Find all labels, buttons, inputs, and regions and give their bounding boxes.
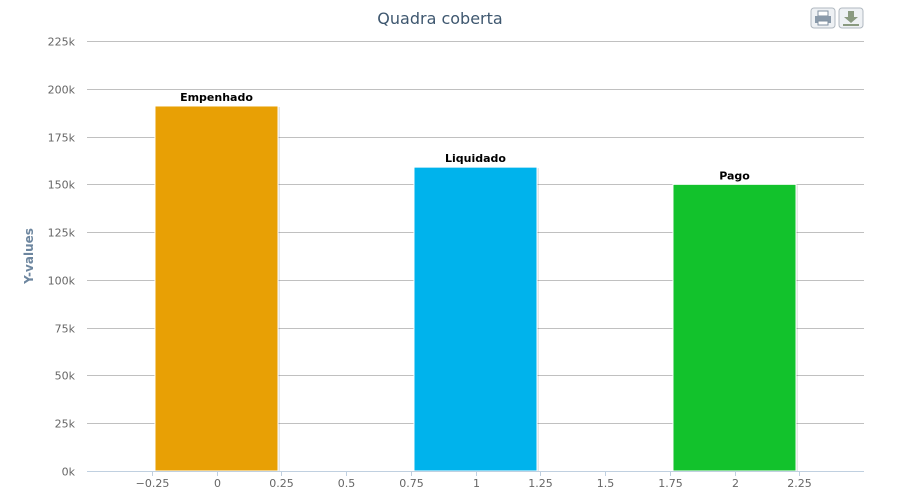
x-tick-label: 1.25	[528, 477, 553, 490]
y-tick-label: 0k	[62, 466, 76, 479]
x-tick-label: 2.25	[787, 477, 812, 490]
x-tick-label: 1.5	[597, 477, 615, 490]
x-tick-label: 0	[214, 477, 221, 490]
y-tick-label: 150k	[48, 179, 76, 192]
chart-title: Quadra coberta	[377, 9, 502, 28]
data-label: Pago	[719, 169, 750, 182]
x-tick-label: 0.75	[399, 477, 424, 490]
data-label: Liquidado	[445, 152, 506, 165]
y-tick-label: 25k	[55, 418, 76, 431]
bar-pago[interactable]	[672, 183, 797, 472]
y-tick-label: 125k	[48, 227, 76, 240]
print-button[interactable]	[810, 7, 836, 29]
y-tick-label: 200k	[48, 84, 76, 97]
y-tick-label: 100k	[48, 275, 76, 288]
x-tick-label: −0.25	[136, 477, 170, 490]
y-axis-ticks: 0k 25k 50k 75k 100k 125k 150k 175k 200k 225k	[48, 36, 76, 479]
bar-empenhado[interactable]	[154, 105, 279, 472]
y-tick-label: 175k	[48, 132, 76, 145]
printer-icon	[815, 10, 831, 26]
x-axis-ticks: −0.25 0 0.25 0.5 0.75 1 1.25 1.5 1.75 2 2.25	[136, 471, 812, 490]
x-tick-label: 2	[732, 477, 739, 490]
y-tick-label: 225k	[48, 36, 76, 49]
y-tick-label: 75k	[55, 323, 76, 336]
x-tick-label: 1.75	[658, 477, 683, 490]
x-tick-label: 0.5	[338, 477, 356, 490]
y-tick-label: 50k	[55, 370, 76, 383]
data-label: Empenhado	[180, 91, 253, 104]
x-tick-label: 1	[473, 477, 480, 490]
download-icon	[843, 11, 859, 26]
bars: Empenhado Liquidado Pago	[154, 91, 799, 473]
y-axis-label: Y-values	[22, 228, 36, 285]
bar-liquidado[interactable]	[413, 166, 538, 472]
export-button[interactable]	[838, 7, 864, 29]
x-tick-label: 0.25	[269, 477, 294, 490]
